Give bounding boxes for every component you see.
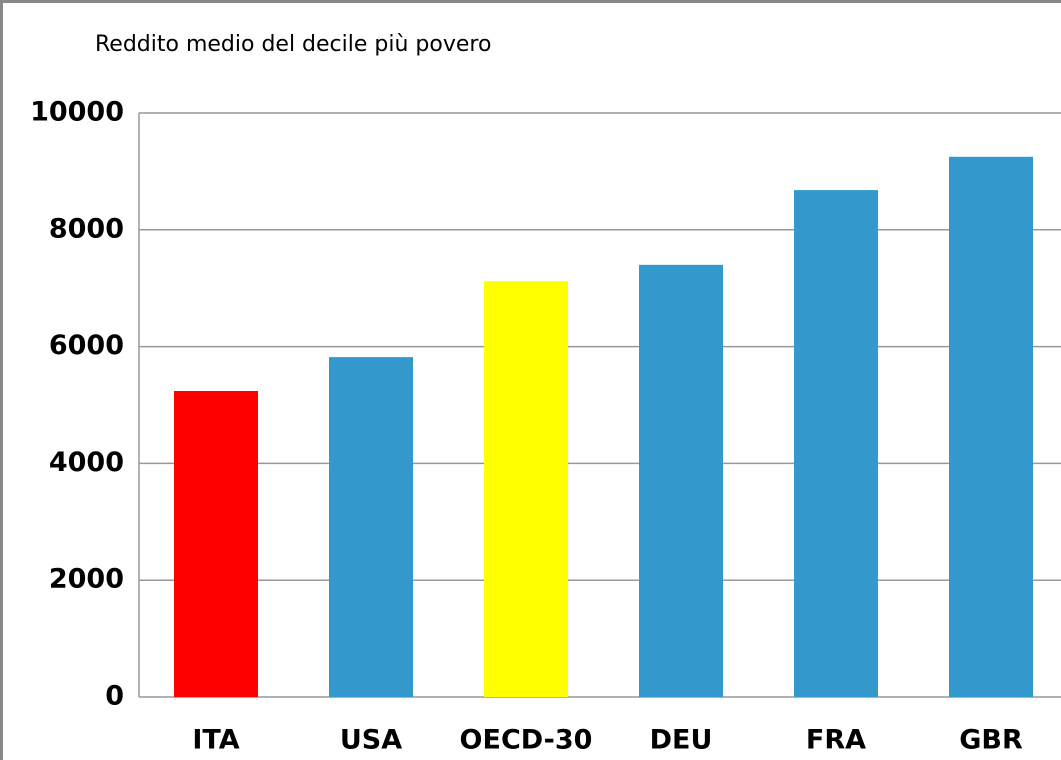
bar	[794, 190, 878, 697]
bar	[484, 281, 568, 697]
x-tick-label: USA	[340, 725, 402, 756]
y-tick-label: 4000	[49, 447, 124, 478]
x-tick-label: GBR	[959, 725, 1023, 756]
bar	[639, 264, 723, 697]
bar	[174, 390, 258, 697]
y-tick-label: 2000	[49, 564, 124, 595]
x-tick-label: ITA	[192, 725, 239, 756]
x-tick-label: DEU	[650, 725, 713, 756]
y-tick-label: 6000	[49, 330, 124, 361]
chart-title: Reddito medio del decile più povero	[95, 32, 491, 57]
y-tick-label: 0	[105, 681, 124, 712]
bar	[949, 156, 1033, 698]
x-tick-label: OECD-30	[460, 725, 593, 756]
y-tick-label: 10000	[30, 97, 124, 128]
bar	[329, 357, 413, 697]
x-tick-label: FRA	[806, 725, 866, 756]
y-tick-label: 8000	[49, 213, 124, 244]
